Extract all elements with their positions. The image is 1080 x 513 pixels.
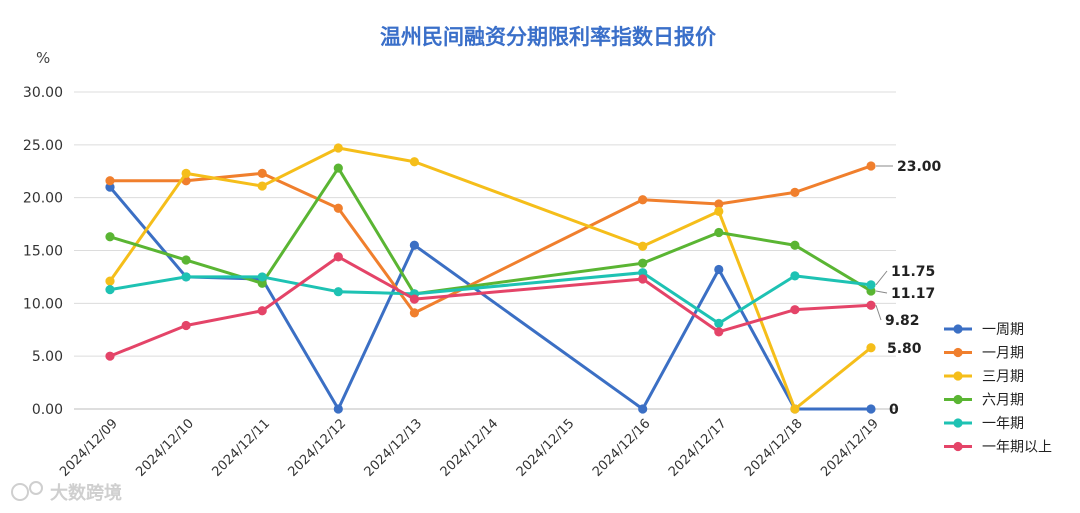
y-axis-unit-label: % [36, 49, 50, 67]
legend-label: 六月期 [982, 393, 1024, 409]
data-point [790, 187, 800, 197]
data-point [638, 274, 648, 284]
x-axis-ticks: 2024/12/09 2024/12/10 2024/12/11 2024/12/12… [57, 416, 882, 480]
data-point [181, 272, 191, 282]
data-point [790, 305, 800, 315]
x-tick-label: 2024/12/19 [818, 416, 882, 480]
data-point [257, 181, 267, 191]
data-point [181, 168, 191, 178]
legend-swatch-marker [953, 324, 963, 334]
x-tick-label: 2024/12/12 [286, 416, 350, 480]
end-value-label: 9.82 [885, 313, 920, 329]
legend-swatch-marker [953, 418, 963, 428]
series-group [105, 143, 876, 414]
data-point [866, 404, 876, 414]
y-tick-label: 0.00 [32, 402, 63, 418]
data-point [257, 168, 267, 178]
data-point [866, 343, 876, 353]
data-point [105, 351, 115, 361]
end-value-label: 11.17 [891, 286, 935, 302]
x-tick-label: 2024/12/17 [666, 416, 730, 480]
label-leader-line [875, 270, 888, 286]
end-value-label: 23.00 [897, 159, 942, 175]
data-point [105, 284, 115, 295]
y-tick-label: 25.00 [23, 138, 63, 154]
legend-label: 一周期 [982, 322, 1024, 338]
y-tick-label: 20.00 [23, 191, 63, 207]
gridlines [74, 91, 896, 410]
data-point [333, 287, 343, 297]
data-point [333, 163, 343, 173]
data-point [181, 255, 191, 265]
legend-swatch-marker [953, 371, 963, 381]
end-value-label: 11.75 [891, 264, 935, 280]
data-point [790, 404, 800, 414]
data-point [638, 241, 648, 251]
x-tick-label: 2024/12/18 [742, 416, 806, 480]
data-point [638, 268, 648, 278]
data-point [409, 157, 419, 167]
x-tick-label: 2024/12/15 [514, 416, 578, 480]
data-point [790, 240, 800, 250]
data-point [638, 404, 648, 414]
data-point [866, 161, 876, 171]
data-point [714, 327, 724, 337]
data-point [790, 271, 800, 281]
data-point [714, 264, 724, 275]
watermark-text: 大数跨境 [50, 482, 122, 504]
data-point [866, 300, 876, 310]
data-point [257, 272, 267, 282]
end-labels: 0 23.00 5.80 11.17 11.75 9.82 [875, 159, 942, 418]
x-tick-label: 2024/12/14 [438, 416, 502, 480]
label-leader-line [875, 290, 888, 294]
legend-swatch-marker [953, 347, 963, 358]
legend-swatch-marker [953, 394, 963, 405]
watermark-logo-icon [11, 481, 43, 501]
end-value-label: 0 [889, 402, 899, 418]
data-point [714, 199, 724, 209]
x-tick-label: 2024/12/13 [362, 416, 426, 480]
y-tick-label: 10.00 [23, 296, 63, 312]
y-tick-label: 5.00 [32, 349, 63, 365]
data-point [714, 206, 724, 217]
legend-swatch-marker [953, 441, 963, 452]
chart-title: 温州民间融资分期限利率指数日报价 [380, 25, 717, 49]
y-tick-label: 30.00 [23, 85, 63, 101]
x-tick-label: 2024/12/10 [133, 416, 197, 480]
data-point [181, 320, 191, 331]
legend-label: 三月期 [982, 369, 1024, 385]
data-point [105, 176, 115, 186]
data-point [714, 227, 724, 238]
data-point [333, 252, 343, 262]
x-tick-label: 2024/12/11 [209, 416, 273, 480]
data-point [638, 195, 648, 205]
data-point [333, 143, 343, 153]
data-point [333, 203, 343, 213]
x-tick-label: 2024/12/16 [590, 416, 654, 480]
legend-label: 一月期 [982, 346, 1024, 362]
end-value-label: 5.80 [887, 341, 922, 357]
data-point [105, 276, 115, 286]
data-point [105, 182, 115, 192]
y-axis-ticks: 0.00 5.00 10.00 15.00 20.00 25.00 30.00 [23, 85, 63, 418]
data-point [409, 240, 419, 250]
y-tick-label: 15.00 [23, 244, 63, 260]
data-point [409, 294, 419, 304]
legend-label: 一年期 [982, 416, 1024, 432]
x-tick-label: 2024/12/09 [57, 416, 121, 480]
label-leader-line [875, 305, 882, 321]
data-point [638, 258, 648, 268]
data-point [714, 318, 724, 329]
data-point [105, 232, 115, 242]
data-point [333, 404, 343, 414]
legend-label: 一年期以上 [982, 440, 1052, 456]
data-point [257, 278, 267, 288]
data-point [257, 306, 267, 316]
data-point [409, 308, 419, 318]
data-point [866, 280, 876, 290]
